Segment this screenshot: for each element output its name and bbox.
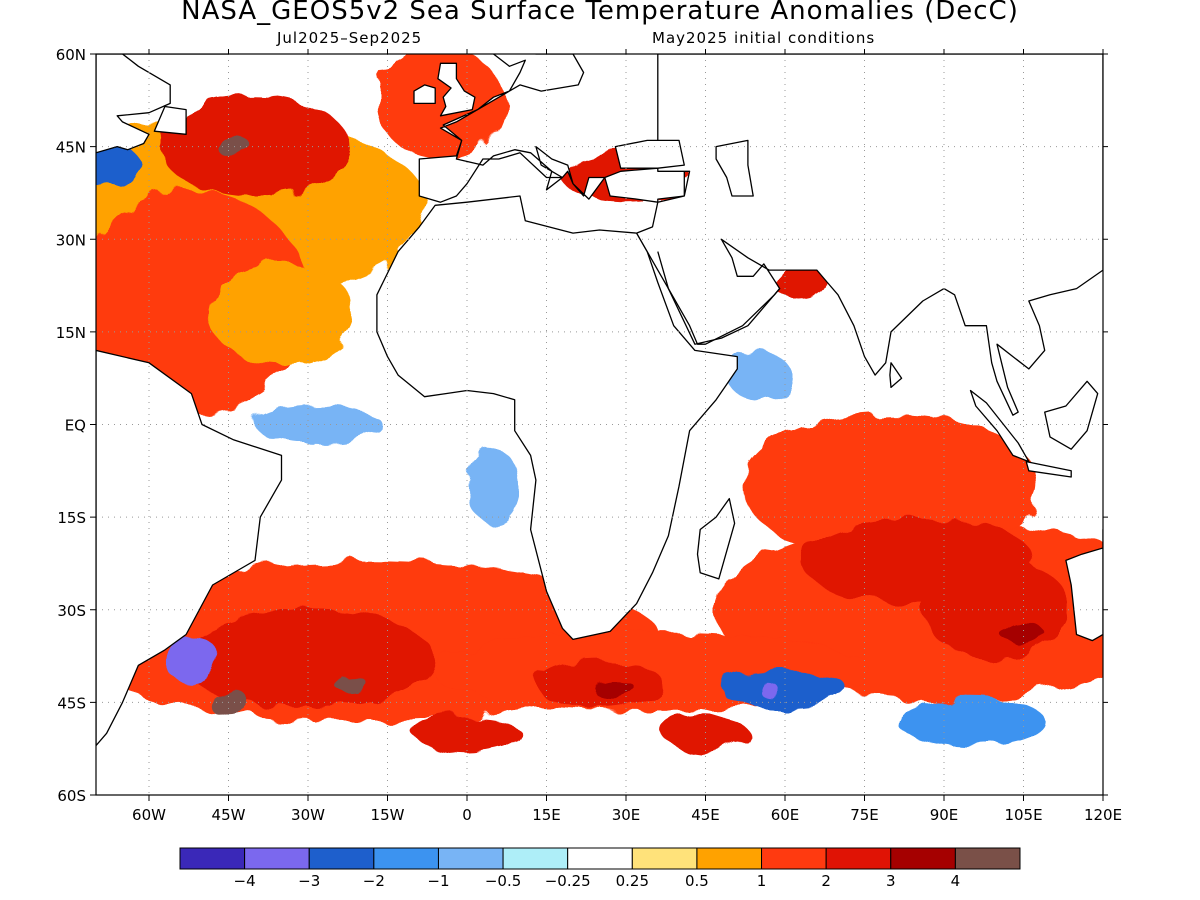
europe-coast	[418, 54, 685, 203]
south-america-coast	[96, 349, 283, 747]
colorbar-label: 0.25	[616, 872, 649, 890]
anomaly-region	[180, 609, 436, 709]
newfoundland-coast	[153, 105, 187, 135]
lat-tick-label: 30N	[56, 231, 86, 249]
initial-conditions: May2025 initial conditions	[652, 29, 876, 47]
colorbar-label: 1	[757, 872, 767, 890]
sumatra-coast	[969, 389, 1030, 463]
anomaly-region	[207, 263, 356, 363]
lat-tick-label: 60S	[57, 787, 86, 805]
anomaly-field	[96, 54, 1103, 752]
anomaly-region	[594, 680, 637, 700]
java-coast	[1025, 460, 1072, 478]
colorbar-swatch	[308, 847, 375, 870]
sri-lanka-coast	[889, 362, 903, 389]
iceland-coast	[340, 14, 393, 29]
colorbar-swatch	[179, 847, 246, 870]
anomaly-region	[96, 140, 139, 190]
anomaly-region	[774, 263, 828, 301]
lat-tick-label: 15S	[57, 509, 86, 527]
colorbar-swatch	[373, 847, 439, 870]
colorbar-swatch	[954, 847, 1021, 870]
anomaly-region	[159, 97, 351, 197]
ireland-coast	[413, 84, 436, 105]
lat-tick-label: 30S	[57, 602, 86, 620]
lon-tick-label: 60W	[132, 806, 166, 824]
arabia-coast	[657, 251, 781, 345]
lat-tick-label: 45S	[57, 694, 86, 712]
lon-tick-label: 105E	[1004, 806, 1042, 824]
anomaly-region	[467, 449, 520, 524]
north-america-coast	[96, 54, 171, 154]
forecast-period: Jul2025–Sep2025	[277, 29, 423, 47]
lon-tick-label: 60E	[771, 806, 800, 824]
lon-tick-label: 75E	[850, 806, 879, 824]
caspian-coast	[715, 139, 754, 197]
lon-tick-label: 30W	[291, 806, 325, 824]
colorbar-label: 3	[886, 872, 896, 890]
colorbar-swatch	[696, 847, 763, 870]
colorbar-swatch	[567, 847, 633, 870]
lon-tick-label: 90E	[930, 806, 959, 824]
lat-tick-label: 15N	[56, 324, 86, 342]
lon-tick-label: 45E	[691, 806, 720, 824]
anomaly-region	[758, 683, 780, 697]
colorbar-label: −3	[298, 872, 320, 890]
colorbar-label: 4	[951, 872, 961, 890]
greenland-coast	[96, 54, 230, 55]
anomaly-region	[1002, 622, 1045, 647]
axis-ticks: 60W 45W 30W 15W 0 15E 30E 45E 60E 75E 90E 105E 120E 6…	[56, 46, 1122, 824]
map-title: NASA_GEOS5v2 Sea Surface Temperature Ano…	[181, 0, 1019, 26]
lon-tick-label: 30E	[612, 806, 641, 824]
colorbar-label: 0.5	[685, 872, 709, 890]
colorbar-swatch	[502, 847, 569, 870]
anomaly-region	[535, 659, 664, 709]
colorbar-label: −0.25	[545, 872, 591, 890]
colorbar-label: 2	[821, 872, 831, 890]
lat-tick-label: 45N	[56, 139, 86, 157]
colorbar-swatch	[244, 847, 310, 870]
borneo-coast	[1044, 380, 1099, 450]
black-sea-coast	[614, 139, 685, 169]
anomaly-region	[414, 714, 520, 752]
colorbar-swatch	[437, 847, 504, 870]
colorbar-swatch	[890, 847, 956, 870]
anomaly-region	[663, 714, 748, 752]
colorbar-label: −0.5	[485, 872, 521, 890]
colorbar-swatch	[631, 847, 698, 870]
anomaly-region	[217, 134, 250, 159]
colorbar-swatch	[761, 847, 827, 870]
lon-tick-label: 120E	[1084, 806, 1122, 824]
colorbar-swatch	[825, 847, 892, 870]
colorbar: −4 −3 −2 −1 −0.5 −0.25 0.25 0.5 1 2 3 4	[179, 847, 1021, 890]
colorbar-label: −1	[427, 872, 449, 890]
lat-tick-label: EQ	[65, 417, 86, 435]
lat-tick-label: 60N	[56, 46, 86, 64]
colorbar-label: −2	[363, 872, 385, 890]
lon-tick-label: 15E	[532, 806, 561, 824]
colorbar-label: −4	[234, 872, 256, 890]
anomaly-region	[164, 634, 218, 684]
lon-tick-label: 45W	[212, 806, 246, 824]
anomaly-region	[726, 350, 791, 400]
lon-tick-label: 15W	[371, 806, 405, 824]
anomaly-region	[896, 696, 1045, 746]
anomaly-region	[376, 54, 505, 159]
anomaly-region	[334, 674, 367, 694]
uk-coast	[437, 62, 476, 117]
lon-tick-label: 0	[462, 806, 472, 824]
australia-coast	[1065, 528, 1103, 642]
madagascar-coast	[696, 497, 736, 580]
